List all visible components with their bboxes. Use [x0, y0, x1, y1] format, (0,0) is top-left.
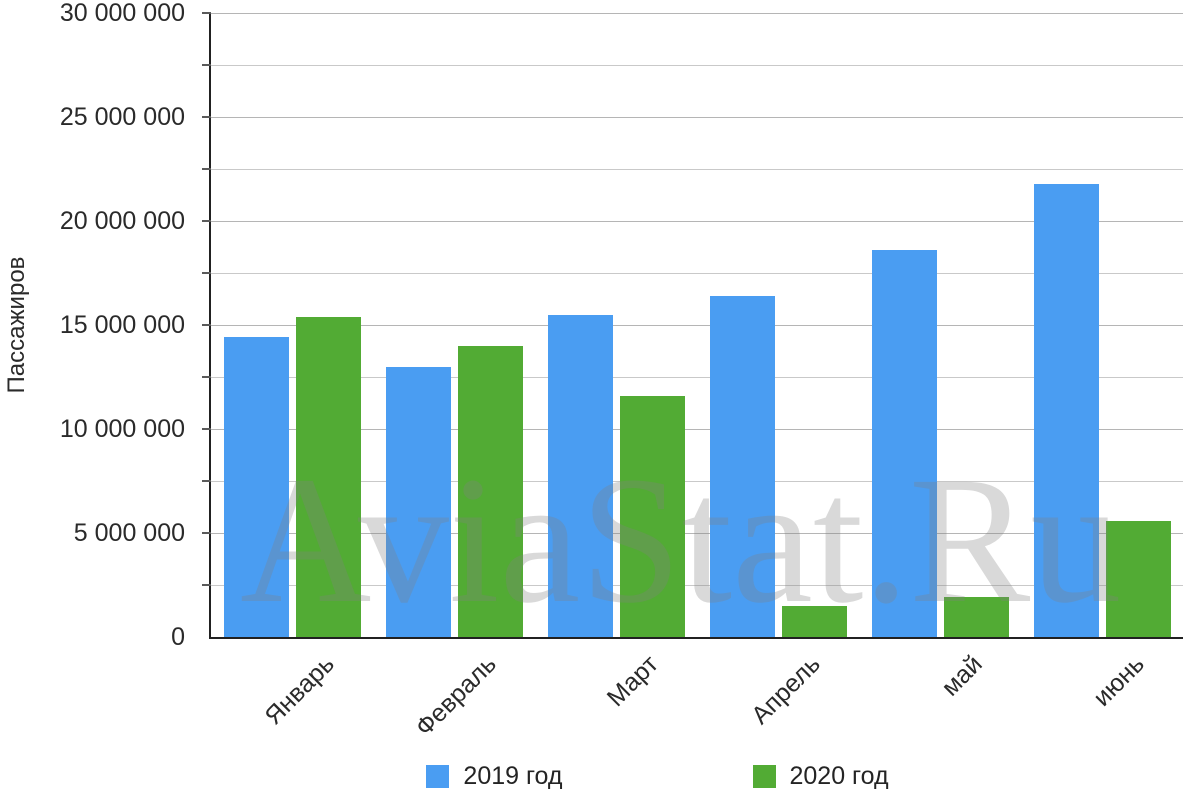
y-axis-tick — [202, 116, 211, 118]
y-axis-tick — [202, 324, 211, 326]
bar-2019-m5 — [871, 250, 937, 637]
y-axis-tick — [202, 584, 211, 586]
y-tick-label: 0 — [171, 623, 185, 651]
y-tick-label: 30 000 000 — [59, 0, 185, 27]
y-axis-tick — [202, 480, 211, 482]
bar-2019-m1 — [223, 337, 289, 637]
bar-2019-m4 — [709, 295, 775, 637]
gridline — [211, 272, 1183, 274]
y-axis-tick — [202, 376, 211, 378]
legend-swatch — [426, 764, 450, 788]
y-axis-tick — [202, 168, 211, 170]
y-tick-label: 25 000 000 — [59, 103, 185, 131]
gridline — [211, 532, 1183, 534]
y-axis-tick — [202, 220, 211, 222]
legend-label: 2020 год — [789, 761, 889, 790]
legend: 2019 год 2020 год — [115, 761, 1200, 791]
gridline — [211, 116, 1183, 118]
y-axis-tick — [202, 428, 211, 430]
gridline — [211, 12, 1183, 14]
gridline — [211, 324, 1183, 326]
y-tick-label: 15 000 000 — [59, 311, 185, 339]
legend-label: 2019 год — [463, 761, 563, 790]
gridline — [211, 168, 1183, 170]
bar-2020-m3 — [619, 395, 685, 637]
y-tick-label: 5 000 000 — [73, 519, 185, 547]
y-axis-tick — [202, 272, 211, 274]
gridline — [211, 584, 1183, 586]
legend-item-2019: 2019 год — [426, 761, 563, 791]
gridline — [211, 480, 1183, 482]
y-axis-tick — [202, 12, 211, 14]
legend-item-2020: 2020 год — [752, 761, 889, 791]
gridline — [211, 428, 1183, 430]
gridline — [211, 376, 1183, 378]
bar-2020-m6 — [1105, 520, 1171, 637]
bar-2020-m2 — [457, 345, 523, 637]
bar-2019-m3 — [547, 314, 613, 637]
bar-2020-m1 — [295, 316, 361, 637]
bar-2020-m5 — [943, 597, 1009, 637]
bar-2019-m6 — [1033, 183, 1099, 637]
legend-swatch — [752, 764, 776, 788]
gridline — [211, 220, 1183, 222]
gridline — [211, 64, 1183, 66]
bar-2019-m2 — [385, 366, 451, 637]
y-axis-tick — [202, 64, 211, 66]
y-tick-label: 20 000 000 — [59, 207, 185, 235]
plot-area — [202, 12, 1183, 639]
y-axis-tick — [202, 532, 211, 534]
y-tick-label: 10 000 000 — [59, 415, 185, 443]
bar-2020-m4 — [781, 605, 847, 637]
